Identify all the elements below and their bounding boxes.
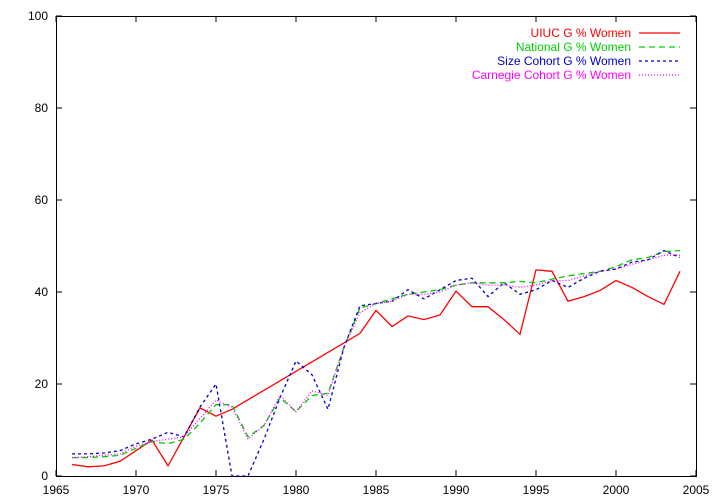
x-tick-label: 1995 [523,483,550,497]
x-tick-label: 2005 [683,483,710,497]
x-tick-label: 1985 [363,483,390,497]
y-tick-label: 0 [41,469,48,483]
series-lines [71,249,681,477]
series-line-3 [72,249,681,477]
legend-label-1: UIUC G % Women [531,26,631,40]
y-axis: 0 20 40 60 80 100 [28,9,696,483]
x-tick-label: 1970 [123,483,150,497]
y-tick-label: 20 [35,377,49,391]
series-line-2 [72,249,681,459]
series-line-4 [71,254,680,459]
x-tick-label: 1975 [203,483,230,497]
x-tick-label: 2000 [603,483,630,497]
x-axis: 1965 1970 1975 1980 1985 1990 1995 2000 2005 [43,16,710,497]
x-tick-label: 1990 [443,483,470,497]
y-tick-label: 100 [28,9,48,23]
legend-label-4: Carnegie Cohort G % Women [472,68,631,82]
legend-label-3: Size Cohort G % Women [497,54,631,68]
x-tick-label: 1965 [43,483,70,497]
legend-label-2: National G % Women [516,40,631,54]
x-tick-label: 1980 [283,483,310,497]
y-tick-label: 80 [35,101,49,115]
series-line-1 [71,269,681,468]
y-tick-label: 60 [35,193,49,207]
y-tick-label: 40 [35,285,49,299]
plot-frame [56,16,697,477]
